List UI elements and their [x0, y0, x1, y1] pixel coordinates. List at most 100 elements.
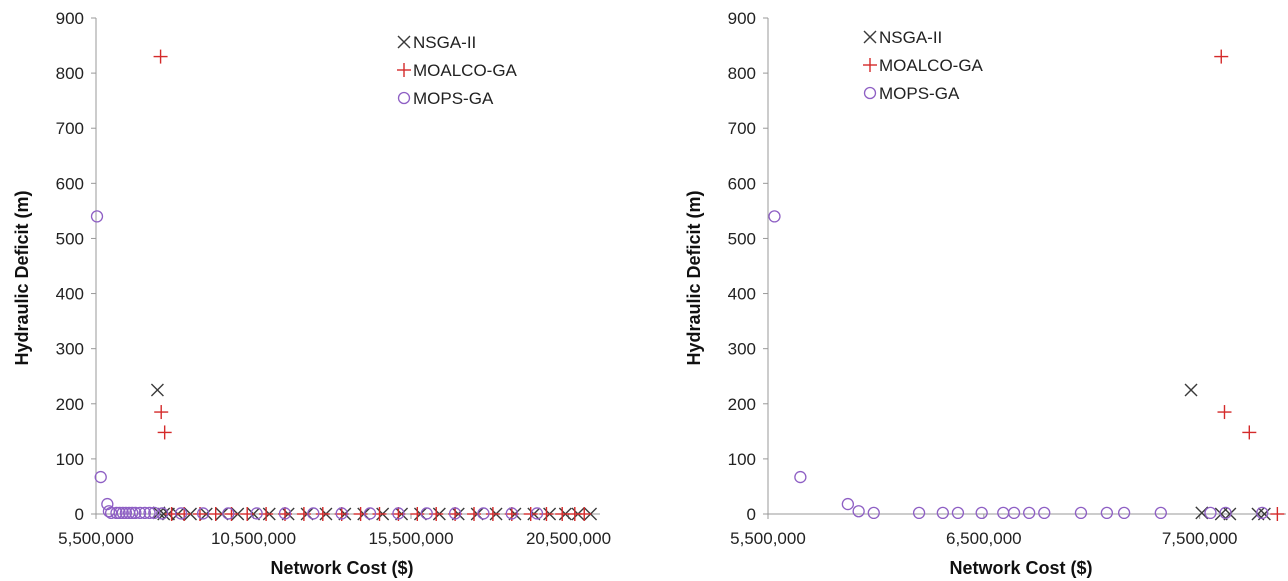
- data-point-ring: [119, 506, 133, 520]
- data-point: [448, 507, 462, 520]
- y-tick-label: 400: [56, 285, 84, 304]
- data-point-ring: [997, 506, 1010, 520]
- data-point-ring: [1154, 506, 1167, 520]
- data-point: [1217, 405, 1232, 420]
- data-point: [539, 507, 554, 521]
- legend-marker-ring: [397, 91, 411, 105]
- data-point-ring: [1023, 506, 1036, 520]
- data-point-ring: [768, 210, 781, 223]
- data-point-ring: [335, 507, 348, 520]
- data-point: [94, 470, 107, 484]
- legend-marker-ring: [863, 86, 877, 100]
- x-tick-label: 6,500,000: [946, 529, 1022, 548]
- data-point-ring: [104, 506, 118, 520]
- x-tick-label: 15,500,000: [368, 529, 453, 548]
- data-point: [1074, 506, 1088, 520]
- legend-label: MOPS-GA: [413, 89, 494, 108]
- data-point: [116, 506, 129, 520]
- data-point: [363, 507, 377, 520]
- x-tick-label: 10,500,000: [211, 529, 296, 548]
- y-tick-label: 900: [728, 9, 756, 28]
- data-point: [794, 470, 807, 484]
- data-point-ring: [138, 506, 151, 520]
- data-point: [296, 507, 311, 521]
- data-point: [110, 506, 123, 520]
- data-point-ring: [110, 506, 123, 520]
- data-point-ring: [1204, 506, 1217, 520]
- legend-label: MOALCO-GA: [879, 56, 984, 75]
- y-tick-label: 100: [56, 450, 84, 469]
- data-point: [335, 507, 348, 520]
- y-tick-label: 600: [56, 174, 84, 193]
- data-point: [307, 507, 320, 520]
- data-point: [1184, 383, 1198, 397]
- series-moalco-ga: [153, 49, 592, 521]
- data-point: [259, 507, 274, 521]
- data-point-ring: [155, 507, 169, 520]
- data-point-ring: [1038, 506, 1051, 520]
- data-point-ring: [1117, 506, 1131, 520]
- data-point-ring: [477, 507, 490, 520]
- data-point: [104, 506, 118, 520]
- y-tick-label: 700: [728, 119, 756, 138]
- data-point: [1007, 506, 1021, 520]
- data-point-ring: [1256, 506, 1269, 520]
- data-point: [148, 506, 161, 520]
- data-point: [90, 210, 104, 223]
- data-point-ring: [794, 470, 807, 484]
- data-point: [250, 507, 263, 520]
- legend-label: NSGA-II: [413, 33, 476, 52]
- series-moalco-ga: [1214, 49, 1285, 521]
- series-mops-ga: [768, 210, 1269, 520]
- data-point: [164, 507, 179, 521]
- legend: NSGA-II MOALCO-GA MOPS-GA: [397, 33, 518, 108]
- data-point-stroke-b: [1251, 507, 1265, 521]
- data-point: [157, 425, 172, 440]
- series-nsga-ii: [1184, 383, 1271, 521]
- data-point-ring: [133, 506, 147, 520]
- data-point-ring: [129, 506, 142, 520]
- y-tick-label: 700: [56, 119, 84, 138]
- data-point: [126, 506, 139, 520]
- data-point: [392, 507, 405, 520]
- y-tick-label: 100: [728, 450, 756, 469]
- data-point: [196, 507, 210, 520]
- data-point: [133, 506, 147, 520]
- data-point-ring: [392, 507, 405, 520]
- data-point-stroke-b: [150, 383, 164, 397]
- data-point-ring: [148, 506, 161, 520]
- legend-marker: [863, 58, 877, 72]
- data-point: [174, 507, 188, 520]
- y-tick-label: 800: [728, 64, 756, 83]
- data-point-ring: [126, 506, 139, 520]
- data-point: [119, 506, 133, 520]
- legend-marker: [863, 30, 877, 44]
- data-point: [429, 507, 444, 521]
- data-point: [555, 507, 570, 521]
- data-point: [975, 506, 988, 520]
- data-point: [1219, 506, 1232, 520]
- data-point-ring: [852, 505, 865, 518]
- data-point: [1100, 506, 1114, 520]
- data-point-ring: [250, 507, 263, 520]
- data-point-ring: [90, 210, 104, 223]
- data-point-ring: [1100, 506, 1114, 520]
- data-point: [372, 507, 387, 521]
- legend-marker-stroke-b: [863, 30, 877, 44]
- data-point: [1204, 506, 1217, 520]
- data-point-ring: [222, 507, 235, 520]
- y-tick-label: 500: [728, 229, 756, 248]
- data-point-ring: [363, 507, 377, 520]
- data-point: [278, 507, 292, 520]
- data-point-ring: [505, 507, 518, 520]
- data-point-ring: [94, 470, 107, 484]
- data-point: [505, 507, 518, 520]
- data-point: [523, 507, 538, 521]
- legend-marker: [397, 63, 411, 77]
- y-tick-label: 400: [728, 285, 756, 304]
- y-tick-label: 300: [56, 340, 84, 359]
- x-tick-label: 5,500,000: [58, 529, 134, 548]
- data-point-ring: [1219, 506, 1232, 520]
- y-tick-label: 800: [56, 64, 84, 83]
